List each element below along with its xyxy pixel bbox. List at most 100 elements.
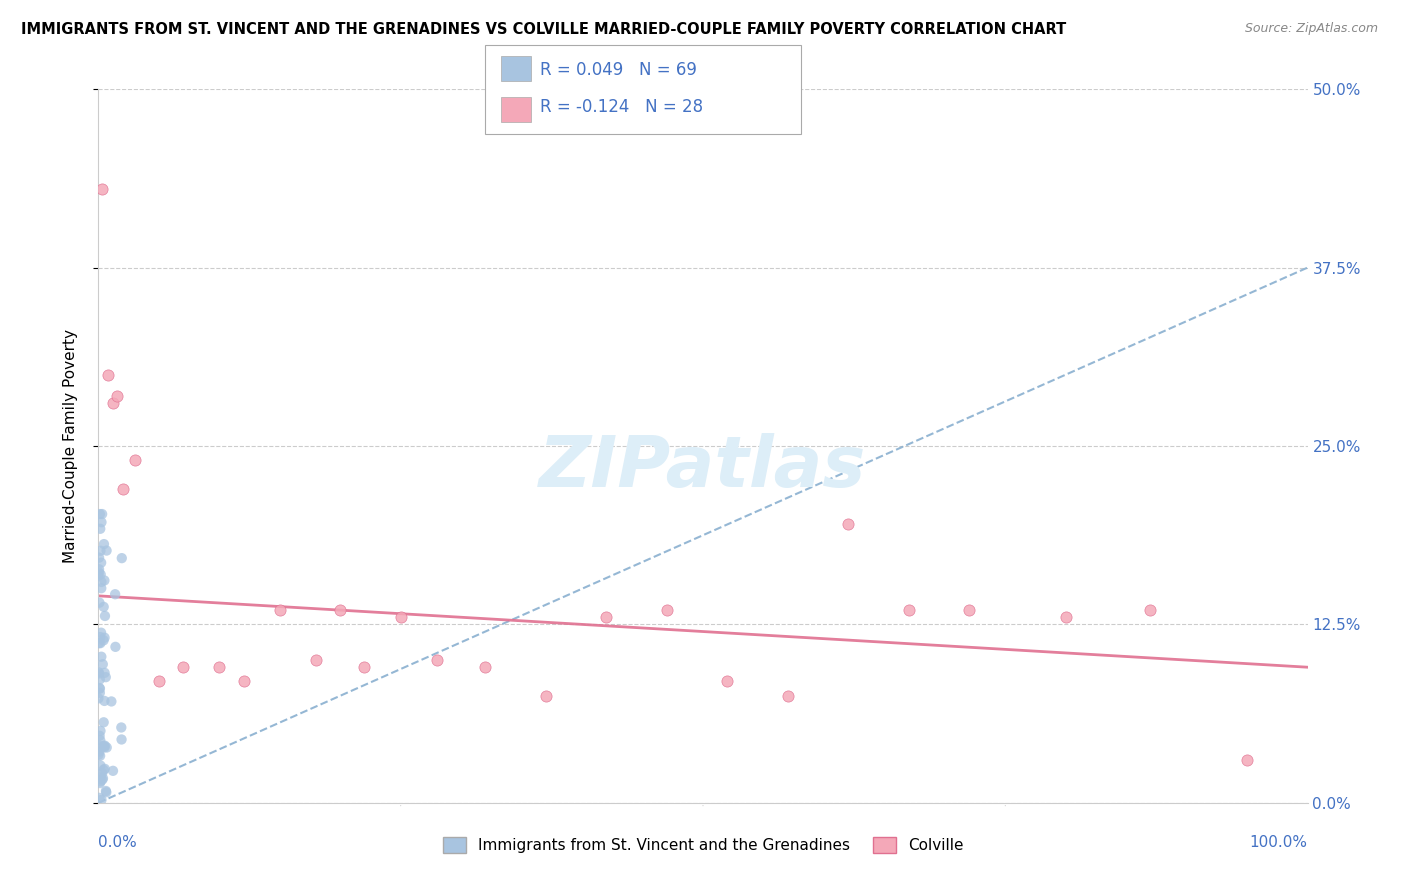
Point [89, 673, 111, 687]
Point [93, 537, 115, 551]
Point [91, 772, 114, 787]
Point [101, 396, 124, 410]
Point [89, 686, 111, 700]
Point [89, 776, 111, 790]
Point [87, 550, 110, 565]
Point [91, 507, 114, 521]
Point [101, 764, 124, 778]
Point [93, 631, 115, 645]
Point [87, 566, 110, 580]
Point [716, 674, 738, 689]
Text: R = -0.124   N = 28: R = -0.124 N = 28 [540, 98, 703, 116]
Point [208, 660, 231, 674]
Point [93, 715, 115, 730]
Point [93, 694, 115, 708]
Point [97, 368, 120, 382]
Point [96, 785, 118, 799]
Point [89, 596, 111, 610]
Point [474, 660, 496, 674]
Point [87, 665, 110, 680]
Point [96, 543, 118, 558]
Point [91, 766, 114, 780]
Point [124, 453, 146, 467]
Point [93, 739, 115, 753]
Point [90, 515, 112, 529]
Point [110, 732, 132, 747]
Point [105, 389, 128, 403]
Point [89, 723, 111, 738]
Text: Source: ZipAtlas.com: Source: ZipAtlas.com [1244, 22, 1378, 36]
Point [897, 603, 920, 617]
Point [96, 740, 118, 755]
Point [93, 740, 115, 755]
Point [111, 551, 134, 566]
Point [1236, 753, 1258, 767]
Point [90, 567, 112, 582]
Point [148, 674, 170, 689]
Legend: Immigrants from St. Vincent and the Grenadines, Colville: Immigrants from St. Vincent and the Gren… [436, 831, 970, 859]
Point [94, 670, 117, 684]
Point [89, 630, 111, 644]
Point [93, 574, 115, 588]
Point [89, 636, 111, 650]
Point [89, 758, 111, 772]
Point [94, 739, 117, 753]
Point [91, 657, 114, 672]
Point [110, 721, 132, 735]
Point [90, 556, 112, 570]
Text: 100.0%: 100.0% [1250, 835, 1308, 850]
Point [89, 745, 111, 759]
Point [89, 729, 111, 743]
Point [87, 636, 110, 650]
Point [329, 603, 352, 617]
Point [100, 694, 122, 708]
Point [90, 581, 112, 595]
Point [837, 517, 859, 532]
Point [89, 681, 111, 695]
Point [89, 507, 111, 521]
Point [89, 748, 111, 763]
Y-axis label: Married-Couple Family Poverty: Married-Couple Family Poverty [63, 329, 77, 563]
Point [305, 653, 328, 667]
Point [90, 793, 112, 807]
Point [87, 562, 110, 576]
Point [93, 763, 115, 777]
Text: IMMIGRANTS FROM ST. VINCENT AND THE GRENADINES VS COLVILLE MARRIED-COUPLE FAMILY: IMMIGRANTS FROM ST. VINCENT AND THE GREN… [21, 22, 1066, 37]
Point [89, 666, 111, 681]
Point [89, 733, 111, 747]
Point [172, 660, 194, 674]
Point [89, 522, 111, 536]
Point [93, 665, 115, 680]
Point [1139, 603, 1161, 617]
Point [90, 649, 112, 664]
Point [595, 610, 617, 624]
Point [94, 609, 117, 624]
Point [90, 574, 112, 589]
Point [389, 610, 412, 624]
Text: R = 0.049   N = 69: R = 0.049 N = 69 [540, 61, 697, 78]
Point [93, 599, 115, 614]
Point [1054, 610, 1077, 624]
Point [232, 674, 254, 689]
Text: ZIPatlas: ZIPatlas [540, 433, 866, 502]
Point [104, 587, 127, 601]
Point [89, 739, 111, 753]
Point [957, 603, 980, 617]
Point [93, 633, 115, 648]
Point [87, 691, 110, 706]
Point [776, 689, 799, 703]
Text: 0.0%: 0.0% [98, 835, 138, 850]
Point [90, 774, 112, 789]
Point [534, 689, 557, 703]
Point [91, 772, 114, 786]
Point [655, 603, 678, 617]
Point [90, 770, 112, 784]
Point [89, 790, 111, 805]
Point [87, 747, 110, 762]
Point [353, 660, 375, 674]
Point [89, 543, 111, 558]
Point [426, 653, 449, 667]
Point [90, 625, 112, 640]
Point [87, 568, 110, 582]
Point [104, 640, 127, 654]
